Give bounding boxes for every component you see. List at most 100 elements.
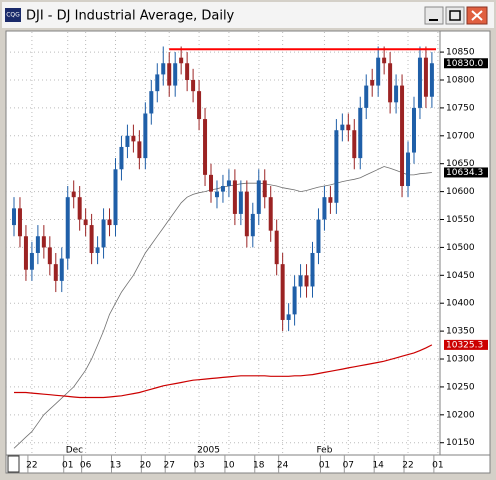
candle-body bbox=[352, 130, 357, 159]
candle-body bbox=[417, 57, 422, 108]
y-tick-label: 10600 bbox=[446, 187, 475, 197]
x-tick-label: 07 bbox=[343, 461, 354, 471]
x-tick-label: 22 bbox=[402, 461, 413, 471]
candle-body bbox=[185, 63, 190, 80]
candle-body bbox=[322, 197, 327, 220]
candle-body bbox=[388, 63, 393, 103]
x-tick-label: 14 bbox=[372, 461, 384, 471]
candle-body bbox=[209, 174, 214, 192]
candle-body bbox=[47, 247, 52, 265]
y-tick-label: 10850 bbox=[446, 48, 475, 58]
candle-body bbox=[340, 124, 345, 131]
x-tick-label: 18 bbox=[253, 461, 265, 471]
candle-body bbox=[71, 191, 76, 198]
candle-body bbox=[143, 113, 148, 159]
candle-body bbox=[161, 63, 166, 75]
candle-body bbox=[262, 180, 267, 198]
y-tick-label: 10800 bbox=[446, 75, 475, 85]
x-tick-label: 03 bbox=[193, 461, 204, 471]
y-tick-label: 10500 bbox=[446, 243, 475, 253]
candle-body bbox=[203, 119, 208, 175]
candle-body bbox=[382, 57, 387, 64]
window-title: DJI - DJ Industrial Average, Daily bbox=[26, 9, 235, 24]
last-value-box bbox=[444, 167, 488, 178]
candle-body bbox=[220, 186, 225, 192]
plot: 10150 10200 10250 10300 10350 10400 10450 10500… bbox=[6, 32, 488, 473]
candle-body bbox=[334, 130, 339, 203]
last-value-box bbox=[444, 339, 488, 350]
candle-body bbox=[77, 197, 82, 220]
y-tick-label: 10300 bbox=[446, 355, 475, 365]
candle-body bbox=[149, 91, 154, 114]
candle-body bbox=[400, 85, 405, 187]
candle-body bbox=[268, 197, 273, 231]
y-tick-label: 10150 bbox=[446, 438, 475, 448]
candle-body bbox=[179, 57, 184, 64]
plot-area bbox=[5, 30, 441, 456]
candle-body bbox=[12, 208, 16, 226]
candle-body bbox=[370, 79, 375, 86]
y-tick-label: 10550 bbox=[446, 215, 475, 225]
y-axis-area bbox=[439, 30, 491, 456]
y-tick-label: 10250 bbox=[446, 382, 475, 392]
moving-average bbox=[14, 344, 433, 399]
candle-body bbox=[89, 225, 94, 253]
y-tick-label: 10700 bbox=[446, 131, 475, 141]
x-tick-label: 01 bbox=[62, 461, 73, 471]
corner-box[interactable] bbox=[7, 455, 20, 473]
x-tick-label: 01 bbox=[319, 461, 330, 471]
candle-body bbox=[250, 213, 255, 237]
x-tick-label: 06 bbox=[80, 461, 92, 471]
candle-body bbox=[59, 258, 64, 281]
period-label: Dec bbox=[66, 446, 83, 456]
candle-body bbox=[298, 275, 303, 287]
candle-body bbox=[125, 135, 130, 147]
candle-body bbox=[286, 314, 291, 320]
candle-body bbox=[53, 264, 58, 281]
candle-body bbox=[328, 197, 333, 203]
candle-body bbox=[411, 107, 416, 153]
candle-body bbox=[346, 124, 351, 131]
minimize-button[interactable] bbox=[424, 6, 444, 25]
candle-body bbox=[101, 219, 106, 248]
close-icon bbox=[471, 10, 483, 21]
x-tick-label: 27 bbox=[163, 461, 174, 471]
candle-body bbox=[304, 275, 309, 287]
y-tick-label: 10350 bbox=[446, 327, 475, 337]
x-axis-area bbox=[5, 454, 491, 474]
candle-body bbox=[214, 191, 219, 198]
x-tick-label: 20 bbox=[140, 461, 152, 471]
candle-body bbox=[256, 180, 261, 214]
candle-body bbox=[244, 191, 249, 237]
candle-body bbox=[17, 208, 22, 237]
candle-body bbox=[35, 236, 40, 253]
candle-body bbox=[95, 247, 100, 253]
candle-body bbox=[131, 135, 136, 142]
maximize-button[interactable] bbox=[445, 6, 465, 25]
candle-body bbox=[191, 79, 196, 92]
period-label: Feb bbox=[316, 446, 332, 456]
candle-body bbox=[226, 180, 231, 187]
candle-body bbox=[29, 252, 34, 270]
period-label: 2005 bbox=[197, 446, 220, 456]
candle-body bbox=[280, 264, 285, 320]
candle-body bbox=[364, 85, 369, 108]
candle-body bbox=[119, 146, 124, 170]
maximize-icon bbox=[449, 10, 461, 21]
x-tick-label: 22 bbox=[26, 461, 37, 471]
y-tick-label: 10200 bbox=[446, 410, 475, 420]
candle-body bbox=[173, 63, 178, 86]
candle-body bbox=[41, 236, 46, 248]
y-tick-label: 10750 bbox=[446, 103, 475, 113]
candle-body bbox=[113, 169, 118, 226]
title-bar bbox=[2, 2, 494, 28]
candle-body bbox=[310, 252, 315, 287]
candle-body bbox=[423, 57, 428, 97]
last-value-label: 10634.3 bbox=[446, 168, 483, 178]
candle-body bbox=[358, 107, 363, 159]
candle-body bbox=[376, 57, 381, 86]
candle-body bbox=[274, 230, 279, 265]
candle-body bbox=[406, 152, 411, 187]
last-value-box bbox=[444, 58, 488, 69]
app-icon bbox=[5, 8, 21, 22]
